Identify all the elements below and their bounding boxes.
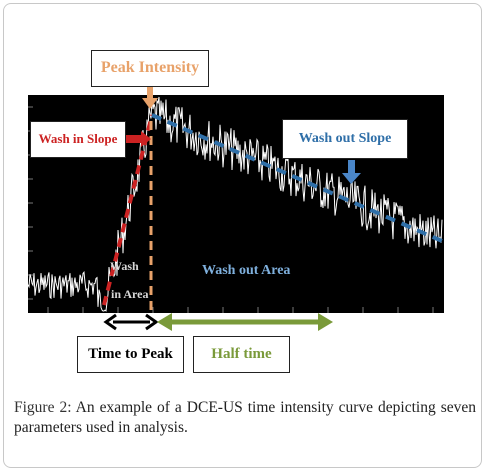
time-to-peak-label: Time to Peak — [77, 336, 184, 373]
intensity-curve — [28, 96, 443, 312]
wash-in-slope-line — [102, 114, 154, 306]
figure-caption: Figure 2: An example of a DCE-US time in… — [14, 398, 476, 438]
half-time-label: Half time — [193, 336, 290, 373]
caption-text: An example of a DCE-US time intensity cu… — [14, 399, 476, 436]
peak-intensity-label: Peak Intensity — [91, 50, 209, 87]
wash-out-slope-line — [151, 113, 443, 243]
wash-in-area-label-line2: in Area — [111, 287, 149, 301]
time-intensity-curve-svg — [28, 96, 443, 313]
wash-in-area-label-line1: Wash — [110, 259, 139, 273]
wash-out-slope-label: Wash out Slope — [282, 119, 408, 159]
caption-label: Figure 2: — [14, 399, 72, 416]
wash-in-slope-label: Wash in Slope — [30, 121, 126, 158]
wash-out-area-label: Wash out Area — [202, 263, 291, 278]
